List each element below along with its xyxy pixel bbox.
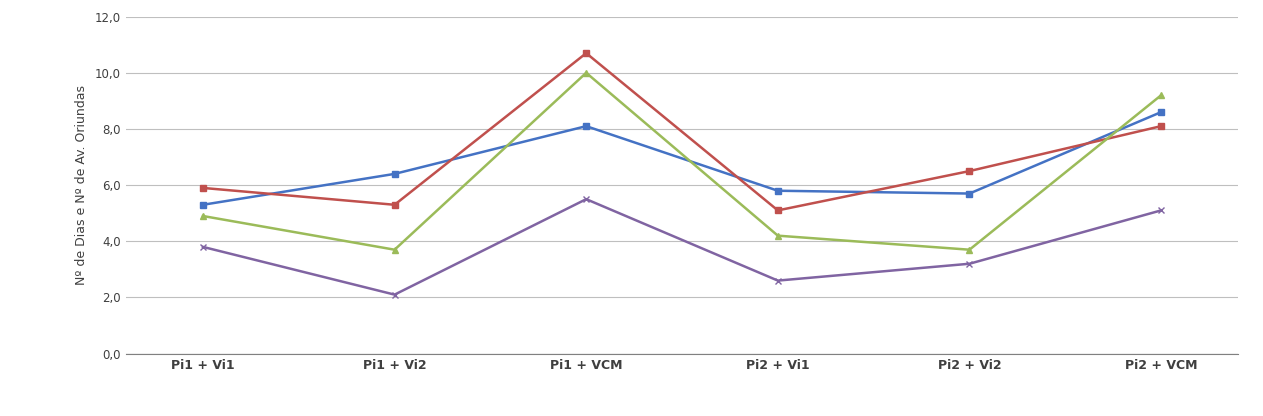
Y-axis label: Nº de Dias e Nº de Av. Oriundas: Nº de Dias e Nº de Av. Oriundas xyxy=(75,85,87,285)
